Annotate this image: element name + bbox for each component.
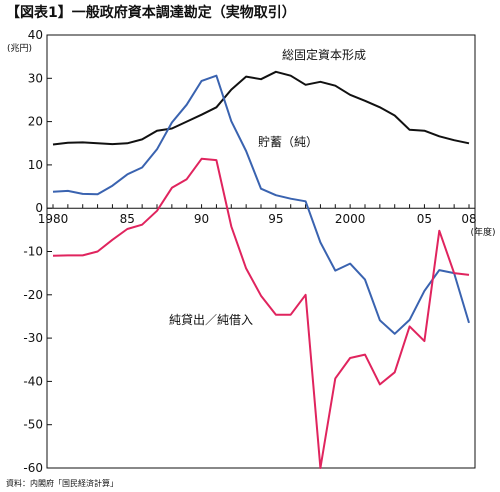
y-tick-label: 30 — [28, 71, 43, 85]
x-tick-label: 85 — [120, 212, 135, 226]
series-label-gross-fixed-capital: 総固定資本形成 — [282, 47, 366, 62]
y-tick-label: -50 — [23, 418, 43, 432]
y-tick-label: 10 — [28, 158, 43, 172]
series-label-net-lending: 純貸出／純借入 — [169, 312, 253, 327]
x-tick-label: 05 — [417, 212, 432, 226]
x-axis: 1980 85 90 95 2000 05 08 — [38, 204, 477, 226]
y-axis: 40 30 20 10 0 -10 -20 -30 -40 -50 -60 — [23, 28, 52, 475]
x-tick-label: 2000 — [335, 212, 366, 226]
x-tick-label: 08 — [461, 212, 476, 226]
y-tick-label: 20 — [28, 115, 43, 129]
y-tick-label: -20 — [23, 288, 43, 302]
chart-title: 【図表1】一般政府資本調達勘定（実物取引） — [6, 4, 296, 21]
y-tick-label: -10 — [23, 245, 43, 259]
x-axis-unit: (年度) — [470, 226, 495, 238]
series-line-1 — [52, 74, 470, 335]
x-tick-label: 1980 — [38, 212, 69, 226]
y-tick-label: -30 — [23, 331, 43, 345]
y-tick-label: 40 — [28, 28, 43, 42]
y-tick-label: -60 — [23, 461, 43, 475]
x-tick-label: 90 — [194, 212, 209, 226]
series-label-net-saving: 貯蓄（純） — [258, 135, 318, 149]
source-note: 資料：内閣府「国民経済計算」 — [6, 478, 118, 488]
y-tick-label: 0 — [35, 201, 43, 215]
x-tick-label: 95 — [268, 212, 283, 226]
plot-frame — [46, 34, 476, 469]
series-line-0 — [52, 70, 470, 146]
series-line-2 — [52, 157, 470, 469]
series-lines — [52, 70, 470, 469]
y-tick-label: -40 — [23, 374, 43, 388]
y-axis-unit: (兆円) — [7, 43, 32, 54]
